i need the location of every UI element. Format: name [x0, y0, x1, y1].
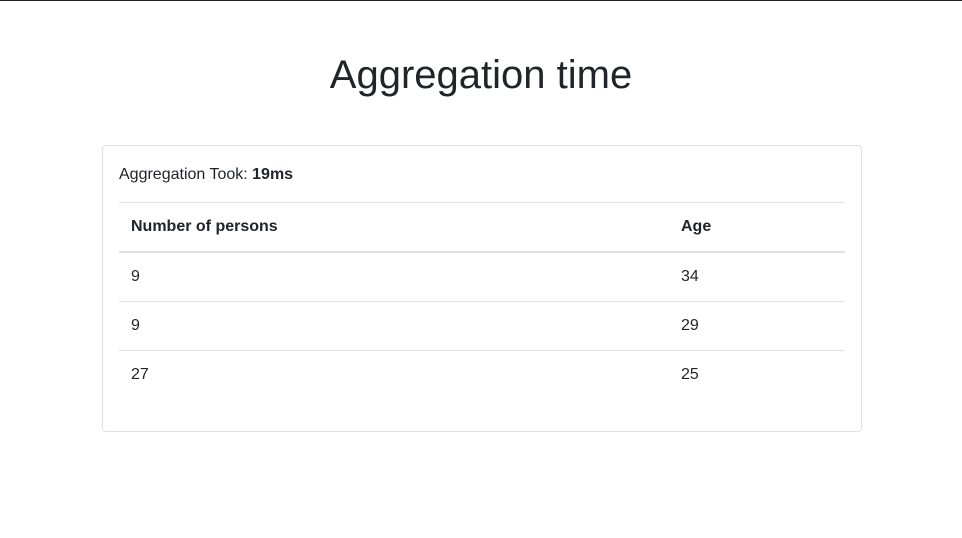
table-row: 9 34 — [119, 252, 845, 302]
table-row: 27 25 — [119, 350, 845, 399]
aggregation-summary: Aggregation Took: 19ms — [119, 163, 293, 187]
page-title: Aggregation time — [329, 53, 633, 97]
cell-age: 29 — [669, 301, 845, 351]
cell-number-of-persons: 9 — [119, 301, 669, 351]
top-divider — [0, 0, 962, 1]
header-number-of-persons: Number of persons — [119, 202, 669, 253]
aggregation-duration: 19ms — [252, 166, 294, 183]
results-card: Aggregation Took: 19ms Number of persons… — [102, 145, 862, 432]
header-age: Age — [669, 202, 845, 253]
cell-number-of-persons: 27 — [119, 350, 669, 399]
aggregation-label: Aggregation Took: — [119, 166, 253, 183]
table-row: 9 29 — [119, 301, 845, 351]
cell-number-of-persons: 9 — [131, 268, 140, 285]
cell-age: 34 — [681, 268, 699, 285]
cell-age: 25 — [669, 350, 845, 399]
table-header-row: Number of persons Age — [119, 202, 845, 253]
results-table: Number of persons Age 9 34 9 29 27 25 — [119, 202, 845, 399]
